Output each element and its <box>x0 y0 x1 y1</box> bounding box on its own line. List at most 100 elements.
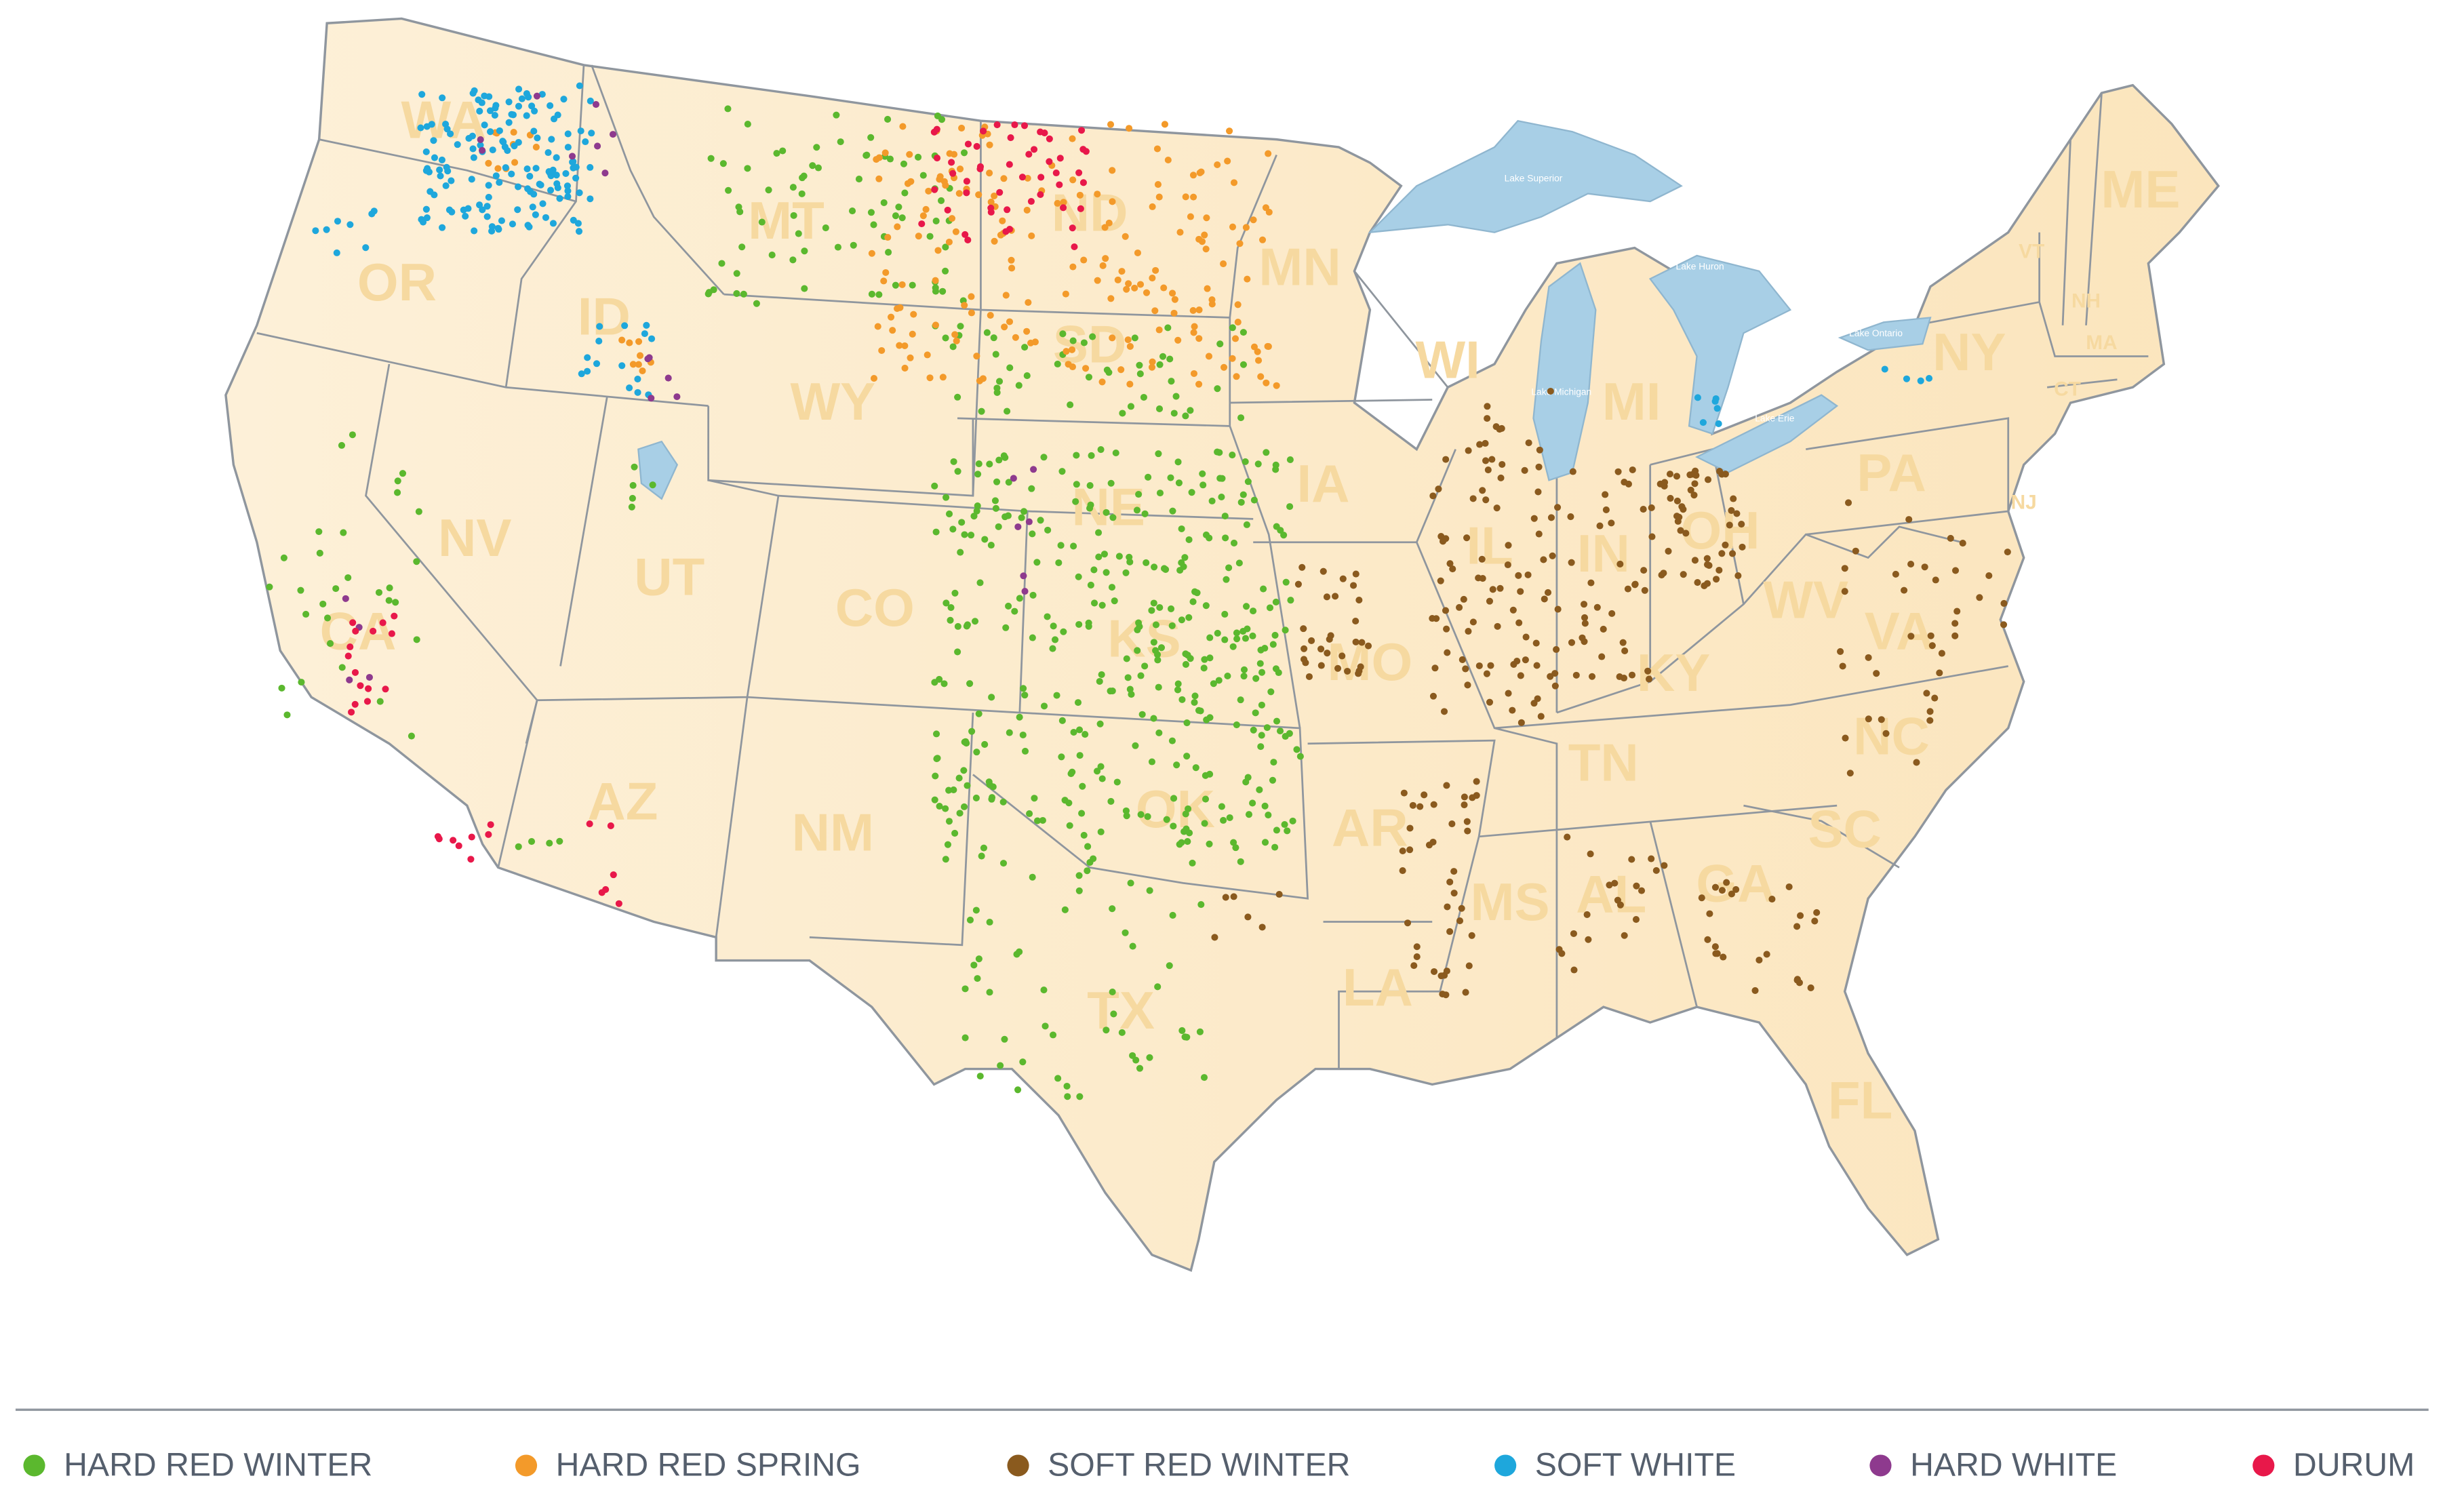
wheat-dot <box>1061 797 1069 804</box>
wheat-dot <box>1214 385 1221 393</box>
wheat-dot <box>1029 634 1036 641</box>
wheat-dot <box>1928 642 1936 650</box>
wheat-dot <box>1187 655 1194 662</box>
wheat-dot <box>1239 491 1247 498</box>
wheat-dot <box>924 351 931 359</box>
wheat-dot <box>1020 122 1029 130</box>
wheat-dot <box>1094 191 1101 198</box>
wheat-dot <box>1276 728 1284 735</box>
wheat-dot <box>1178 696 1186 703</box>
wheat-dot <box>1152 266 1159 274</box>
wheat-dot <box>1127 403 1134 410</box>
wheat-dot <box>508 111 515 118</box>
wheat-dot <box>1195 707 1203 714</box>
wheat-dot <box>942 267 949 275</box>
wheat-dot <box>925 187 932 195</box>
wheat-dot <box>971 618 979 625</box>
wheat-dot <box>1261 644 1269 652</box>
wheat-dot <box>987 542 995 549</box>
wheat-dot <box>1985 572 1993 580</box>
wheat-dot <box>1440 708 1448 715</box>
wheat-dot <box>1151 307 1159 315</box>
wheat-dot <box>1286 730 1293 737</box>
wheat-dot <box>436 166 443 174</box>
wheat-dot <box>1951 620 1959 627</box>
state-label: OR <box>357 253 437 312</box>
wheat-dot <box>510 129 517 136</box>
wheat-dot <box>1569 468 1576 475</box>
wheat-dot <box>1075 169 1083 176</box>
wheat-dot <box>601 170 609 177</box>
wheat-dot <box>1699 419 1707 426</box>
wheat-dot <box>1682 530 1690 537</box>
wheat-dot <box>1976 594 1983 601</box>
wheat-dot <box>1015 382 1023 389</box>
wheat-dot <box>1680 571 1687 578</box>
wheat-dot <box>1305 673 1313 681</box>
wheat-dot <box>1030 466 1037 473</box>
wheat-dot <box>1211 934 1218 941</box>
wheat-dot <box>1286 456 1294 464</box>
wheat-dot <box>1530 515 1538 522</box>
wheat-dot <box>1598 653 1606 660</box>
wheat-dot <box>1150 599 1157 607</box>
wheat-dot <box>523 112 530 119</box>
wheat-dot <box>576 189 583 197</box>
wheat-dot <box>1611 879 1619 887</box>
wheat-dot <box>454 141 461 148</box>
wheat-dot <box>1080 256 1088 264</box>
wheat-dot <box>1535 463 1543 471</box>
wheat-dot <box>944 206 951 214</box>
wheat-dot <box>1444 649 1451 656</box>
wheat-dot <box>976 165 984 173</box>
wheat-dot <box>1294 580 1302 588</box>
wheat-dot <box>944 841 951 848</box>
wheat-dot <box>1541 595 1548 603</box>
wheat-dot <box>1842 734 1849 742</box>
legend-label: SOFT RED WINTER <box>1048 1447 1350 1484</box>
wheat-dot <box>539 200 547 207</box>
wheat-dot <box>2004 549 2011 556</box>
wheat-dot <box>1070 728 1077 736</box>
wheat-dot <box>515 85 523 93</box>
wheat-dot <box>1056 155 1064 162</box>
wheat-dot <box>1030 146 1038 153</box>
wheat-dot <box>981 536 989 543</box>
wheat-dot <box>1145 473 1152 481</box>
wheat-dot <box>587 195 594 203</box>
wheat-dot <box>1020 685 1027 692</box>
wheat-dot <box>1061 906 1069 913</box>
wheat-dot <box>1694 394 1701 401</box>
wheat-dot <box>532 211 539 218</box>
state-label: AR <box>1332 799 1408 858</box>
wheat-dot <box>1175 479 1183 487</box>
wheat-dot <box>909 330 916 338</box>
wheat-dot <box>1536 446 1543 454</box>
wheat-dot <box>1126 380 1134 388</box>
wheat-dot <box>1011 121 1018 129</box>
wheat-dot <box>1631 581 1639 589</box>
wheat-dot <box>1136 1065 1144 1072</box>
wheat-dot <box>1882 730 1890 737</box>
wheat-dot <box>1429 692 1437 700</box>
wheat-dot <box>1191 698 1198 706</box>
wheat-dot <box>1256 786 1263 793</box>
wheat-dot <box>424 165 431 172</box>
wheat-dot <box>496 127 503 134</box>
wheat-dot <box>1098 671 1105 679</box>
wheat-dot <box>1913 759 1920 766</box>
wheat-dot <box>873 156 880 163</box>
wheat-dot <box>1182 650 1189 658</box>
wheat-dot <box>1865 715 1872 723</box>
wheat-dot <box>1143 559 1150 566</box>
wheat-dot <box>1687 486 1694 494</box>
wheat-dot <box>1058 753 1065 761</box>
wheat-dot <box>868 250 875 257</box>
wheat-dot <box>1073 452 1080 459</box>
wheat-dot <box>1517 588 1524 595</box>
wheat-dot <box>1159 353 1167 360</box>
state-label: ID <box>578 287 631 346</box>
wheat-dot <box>967 532 975 539</box>
wheat-dot <box>422 148 430 155</box>
wheat-dot <box>986 170 993 177</box>
